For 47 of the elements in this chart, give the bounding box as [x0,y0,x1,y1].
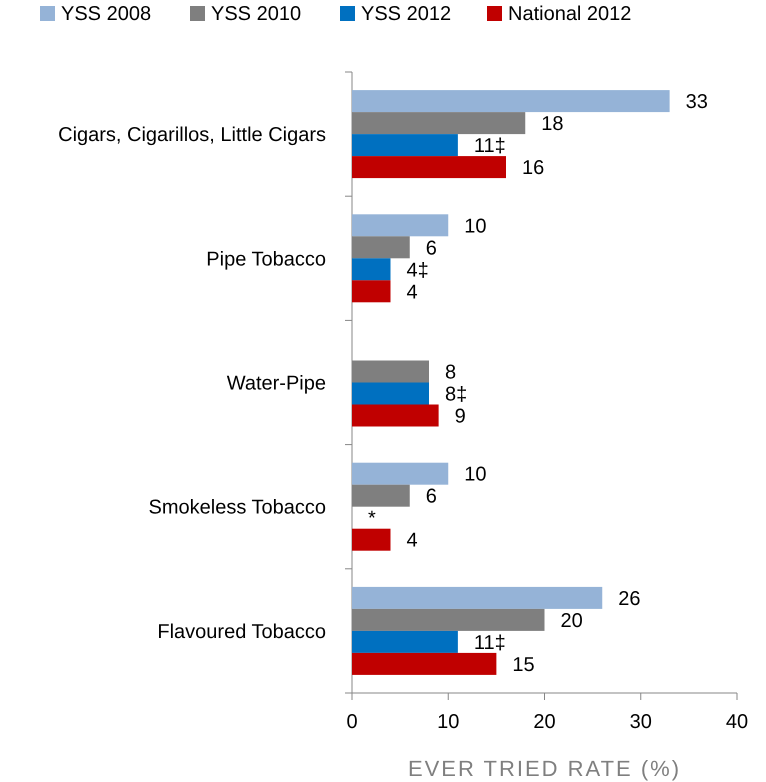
data-label: 20 [560,610,583,632]
data-label: 9 [454,406,466,428]
data-label: 16 [522,157,544,180]
data-label: 15 [512,654,535,676]
x-tick-label: 20 [533,711,556,733]
x-tick-label: 0 [346,711,358,733]
bar [352,382,429,404]
data-label: 26 [618,588,640,610]
y-tick-label: Smokeless Tobacco [148,496,326,519]
bar [352,156,506,178]
y-tick-label: Flavoured Tobacco [157,620,326,643]
data-label: 11‡ [474,632,506,654]
data-label: 18 [541,113,564,136]
data-label: 10 [464,464,486,486]
y-tick-label: Pipe Tobacco [206,248,326,270]
data-label: 8 [445,362,456,384]
text: * [368,508,376,530]
data-label: 4‡ [406,259,429,282]
bar [352,258,390,280]
data-label: 6 [426,486,437,508]
legend-label: YSS 2012 [361,3,452,25]
legend-label: YSS 2008 [61,3,152,25]
data-label: 4 [406,530,418,552]
y-tick-label: Cigars, Cigarillos, Little Cigars [58,124,326,146]
legend-label: YSS 2010 [211,3,302,25]
data-label: 6 [426,237,437,260]
bar [352,134,458,156]
data-label: 10 [464,215,486,238]
data-label: 4 [406,281,418,304]
data-label: 11‡ [474,135,506,158]
bar [352,90,670,112]
y-tick-label: Water-Pipe [226,372,326,394]
bar [352,404,439,426]
x-tick-label: 10 [437,711,460,733]
data-label: 33 [686,91,708,114]
bar [352,214,448,236]
x-tick-label: 40 [726,711,748,733]
bar [352,652,496,675]
data-label: 8‡ [445,384,468,406]
bar [352,280,390,302]
bar [352,462,448,485]
legend-label: National 2012 [508,3,632,25]
bar [352,586,602,609]
x-axis-title: EVER TRIED RATE (%) [408,756,682,781]
bar [352,630,458,653]
x-tick-label: 30 [630,711,652,733]
bar [352,528,390,551]
